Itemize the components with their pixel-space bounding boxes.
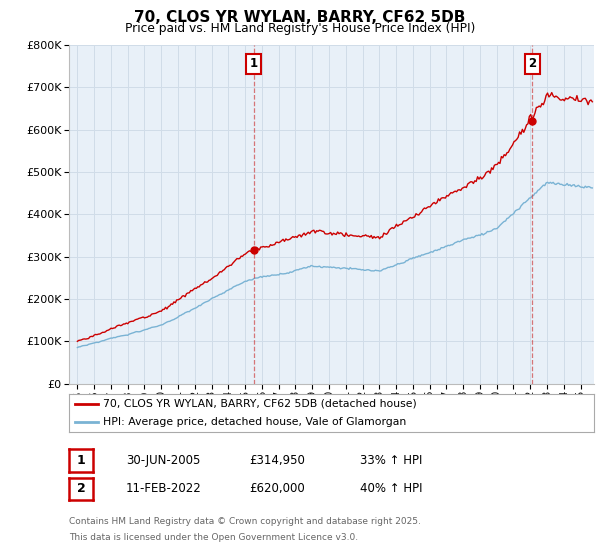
Text: This data is licensed under the Open Government Licence v3.0.: This data is licensed under the Open Gov…	[69, 533, 358, 542]
Text: Price paid vs. HM Land Registry's House Price Index (HPI): Price paid vs. HM Land Registry's House …	[125, 22, 475, 35]
Text: HPI: Average price, detached house, Vale of Glamorgan: HPI: Average price, detached house, Vale…	[103, 417, 406, 427]
Text: 11-FEB-2022: 11-FEB-2022	[126, 482, 202, 496]
Text: 33% ↑ HPI: 33% ↑ HPI	[360, 454, 422, 467]
Text: 1: 1	[77, 454, 85, 467]
Text: 70, CLOS YR WYLAN, BARRY, CF62 5DB: 70, CLOS YR WYLAN, BARRY, CF62 5DB	[134, 10, 466, 25]
Text: £620,000: £620,000	[249, 482, 305, 496]
Text: 70, CLOS YR WYLAN, BARRY, CF62 5DB (detached house): 70, CLOS YR WYLAN, BARRY, CF62 5DB (deta…	[103, 399, 417, 409]
Text: 2: 2	[77, 482, 85, 496]
Text: 30-JUN-2005: 30-JUN-2005	[126, 454, 200, 467]
Text: Contains HM Land Registry data © Crown copyright and database right 2025.: Contains HM Land Registry data © Crown c…	[69, 517, 421, 526]
Text: £314,950: £314,950	[249, 454, 305, 467]
Text: 2: 2	[528, 57, 536, 71]
Text: 40% ↑ HPI: 40% ↑ HPI	[360, 482, 422, 496]
Text: 1: 1	[250, 57, 257, 71]
